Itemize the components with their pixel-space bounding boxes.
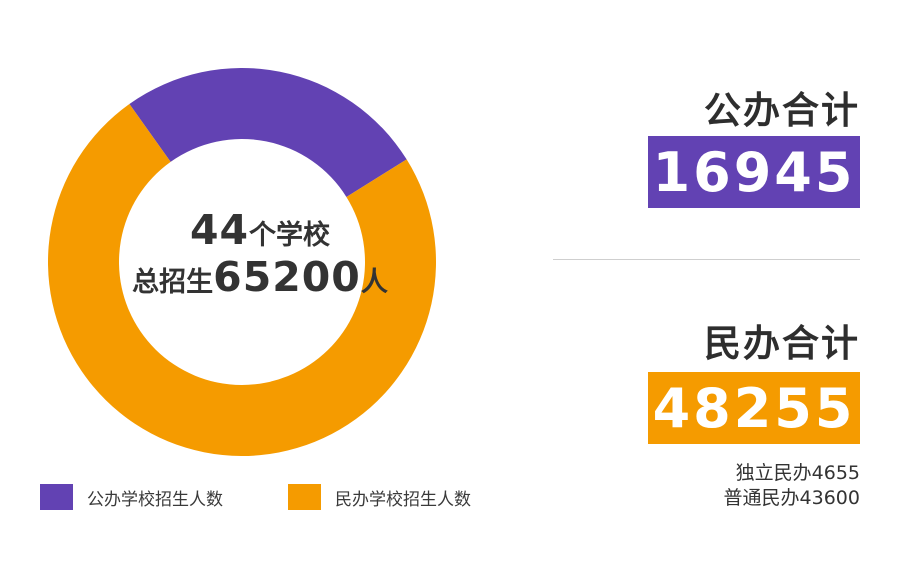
private-breakdown-independent: 独立民办4655	[735, 462, 860, 484]
center-total-enrollment: 总招生65200人	[95, 253, 425, 301]
private-total-value: 48255	[648, 372, 860, 444]
legend-swatch-private	[288, 484, 321, 510]
center-total-number: 65200	[213, 253, 361, 301]
center-total-unit: 人	[360, 267, 388, 298]
private-breakdown-regular: 普通民办43600	[723, 487, 860, 509]
section-divider	[553, 259, 860, 260]
public-total-title: 公办合计	[704, 89, 860, 132]
private-total-title: 民办合计	[704, 322, 860, 365]
legend-label-private: 民办学校招生人数	[335, 489, 471, 510]
donut-slice-public	[129, 68, 407, 197]
center-school-count: 44个学校	[95, 206, 425, 254]
donut-slice-private	[47, 104, 436, 457]
legend-label-public: 公办学校招生人数	[87, 489, 223, 510]
center-count-number: 44	[189, 206, 250, 254]
legend-item-public: 公办学校招生人数	[40, 484, 223, 510]
center-count-unit: 个学校	[249, 220, 331, 251]
legend-item-private: 民办学校招生人数	[288, 484, 471, 510]
donut-chart	[47, 68, 436, 457]
legend-swatch-public	[40, 484, 73, 510]
public-total-value: 16945	[648, 136, 860, 208]
donut-slices	[47, 68, 436, 457]
center-total-prefix: 总招生	[132, 267, 214, 298]
